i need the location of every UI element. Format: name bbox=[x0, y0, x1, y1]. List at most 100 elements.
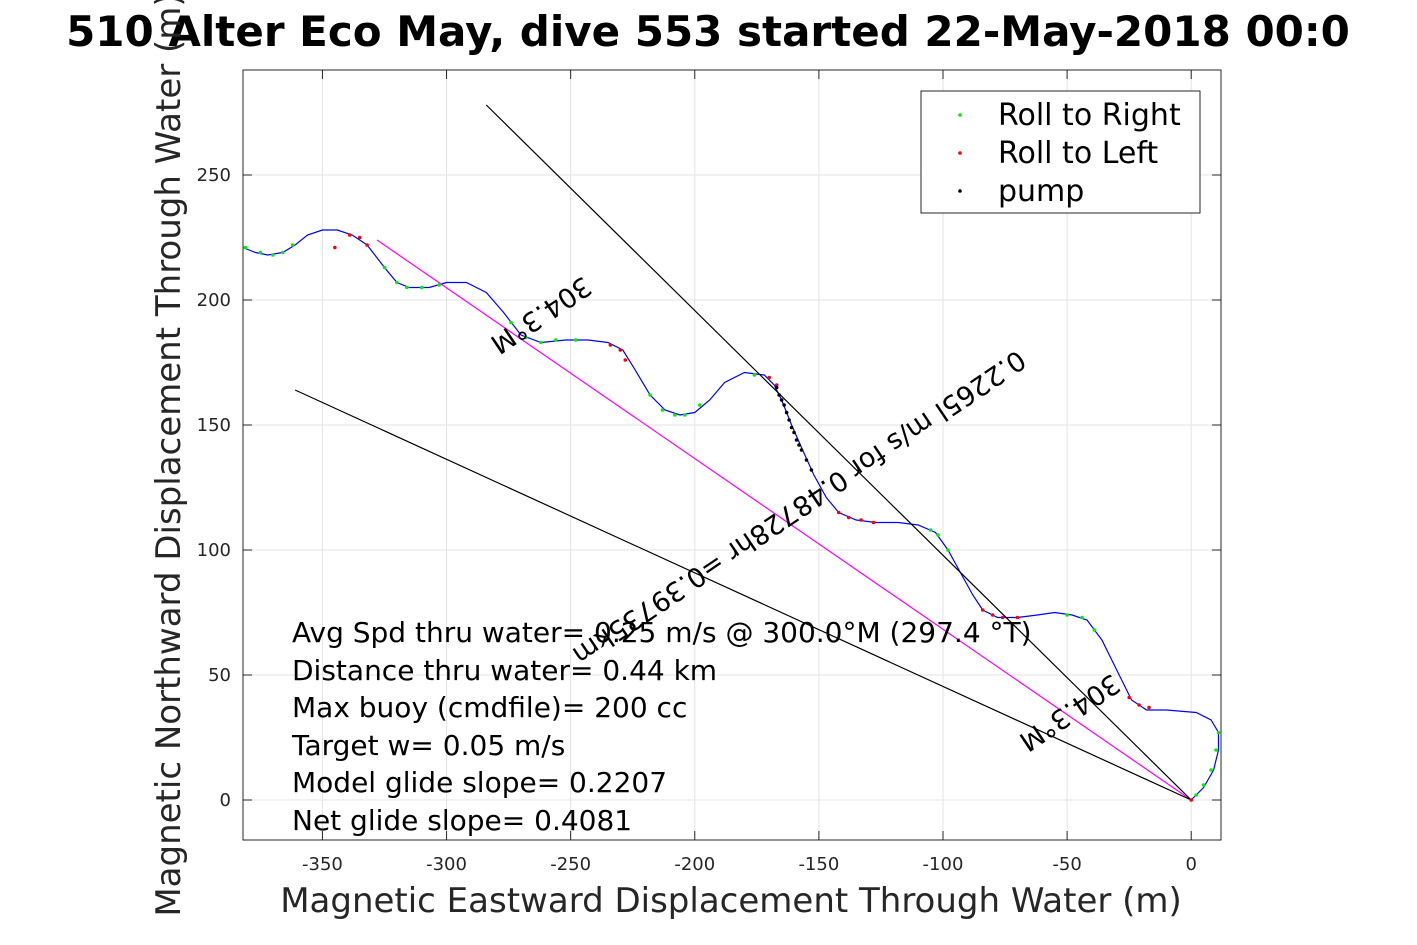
data-point-pump bbox=[809, 468, 814, 472]
y-tick-label: 200 bbox=[197, 290, 231, 311]
y-tick-label: 250 bbox=[197, 165, 231, 186]
chart-title: 510 Alter Eco May, dive 553 started 22-M… bbox=[66, 7, 1350, 56]
data-point-roll-to-right bbox=[697, 403, 702, 407]
data-point-pump bbox=[787, 418, 791, 422]
data-point-roll-to-left bbox=[608, 343, 613, 347]
y-tick-label: 0 bbox=[220, 790, 231, 811]
data-point-roll-to-right bbox=[928, 528, 933, 532]
data-point-roll-to-left bbox=[357, 235, 362, 240]
data-point-roll-to-right bbox=[1214, 748, 1218, 752]
x-tick-label: -350 bbox=[302, 854, 343, 875]
series-line-glide-envelope-upper bbox=[485, 104, 1192, 801]
data-point-pump bbox=[794, 438, 799, 442]
data-point-roll-to-left bbox=[1189, 798, 1194, 802]
data-point-roll-to-right bbox=[437, 283, 441, 287]
data-point-roll-to-left bbox=[846, 515, 851, 520]
data-point-roll-to-right bbox=[660, 408, 665, 412]
x-tick-label: -250 bbox=[550, 854, 591, 875]
data-point-roll-to-right bbox=[524, 335, 528, 340]
data-point-roll-to-right bbox=[673, 413, 677, 417]
legend-label-roll-right: Roll to Right bbox=[998, 98, 1181, 133]
x-tick-label: -300 bbox=[426, 854, 467, 875]
data-point-pump bbox=[804, 458, 809, 462]
data-point-roll-to-right bbox=[1194, 793, 1198, 797]
data-point-roll-to-right bbox=[1080, 615, 1084, 620]
data-point-roll-to-right bbox=[752, 373, 757, 377]
x-tick-label: 0 bbox=[1185, 854, 1196, 875]
x-tick-label: -50 bbox=[1052, 854, 1081, 875]
series-line-glide-envelope-lower bbox=[294, 389, 1192, 801]
data-point-roll-to-left bbox=[836, 510, 841, 515]
axis-ticks: -350 -300 -250 -200 -150 -100 -50 0 0 50 100 150 200… bbox=[197, 70, 1221, 875]
data-point-roll-to-left bbox=[618, 348, 623, 352]
legend-label-pump: pump bbox=[998, 174, 1084, 209]
data-point-roll-to-right bbox=[419, 285, 424, 290]
data-point-roll-to-right bbox=[936, 533, 940, 537]
data-point-roll-to-right bbox=[395, 280, 399, 285]
legend-marker-pump bbox=[958, 189, 962, 193]
data-point-roll-to-right bbox=[683, 413, 687, 417]
data-point-roll-to-right bbox=[1065, 613, 1069, 617]
chart-points bbox=[243, 233, 1221, 802]
annotation-avg-speed: Avg Spd thru water= 0.25 m/s @ 300.0°M (… bbox=[292, 616, 1032, 649]
data-point-roll-to-right bbox=[382, 265, 387, 270]
data-point-roll-to-right bbox=[243, 245, 248, 250]
annotation-model-glide: Model glide slope= 0.2207 bbox=[292, 766, 667, 799]
y-tick-label: 150 bbox=[197, 415, 231, 436]
data-point-roll-to-right bbox=[290, 243, 295, 247]
legend-marker-roll-right bbox=[958, 113, 962, 117]
data-point-roll-to-right bbox=[946, 548, 950, 552]
data-point-pump bbox=[789, 425, 794, 430]
data-point-roll-to-right bbox=[270, 253, 275, 257]
data-point-pump bbox=[779, 398, 784, 402]
data-point-pump bbox=[792, 430, 796, 435]
data-point-roll-to-right bbox=[509, 320, 513, 325]
data-point-roll-to-left bbox=[623, 358, 628, 362]
data-point-roll-to-right bbox=[1092, 628, 1097, 632]
data-point-pump bbox=[797, 443, 801, 447]
data-point-pump bbox=[782, 403, 786, 407]
data-point-roll-to-right bbox=[280, 250, 285, 255]
x-tick-label: -100 bbox=[923, 854, 964, 875]
x-tick-label: -200 bbox=[674, 854, 715, 875]
plot-frame bbox=[242, 69, 1222, 841]
data-point-pump bbox=[777, 393, 781, 397]
data-point-roll-to-right bbox=[405, 285, 409, 290]
data-point-roll-to-left bbox=[1147, 705, 1151, 710]
x-tick-label: -150 bbox=[798, 854, 839, 875]
data-point-pump bbox=[774, 385, 779, 390]
legend-label-roll-left: Roll to Left bbox=[998, 136, 1158, 171]
data-point-roll-to-right bbox=[648, 393, 652, 397]
data-point-roll-to-right bbox=[1216, 730, 1221, 735]
data-point-pump bbox=[784, 410, 789, 415]
x-axis-label: Magnetic Eastward Displacement Through W… bbox=[280, 881, 1182, 921]
data-point-roll-to-left bbox=[1137, 703, 1141, 707]
data-point-roll-to-left bbox=[774, 383, 779, 387]
annotation-distance: Distance thru water= 0.44 km bbox=[292, 654, 717, 687]
data-point-roll-to-right bbox=[553, 338, 558, 342]
y-axis-label: Magnetic Northward Displacement Through … bbox=[149, 0, 189, 917]
annotation-max-buoy: Max buoy (cmdfile)= 200 cc bbox=[292, 691, 687, 724]
data-point-roll-to-right bbox=[573, 338, 578, 342]
data-point-pump bbox=[799, 448, 804, 452]
y-tick-label: 50 bbox=[208, 665, 231, 686]
data-point-roll-to-right bbox=[1209, 768, 1213, 772]
data-point-roll-to-right bbox=[258, 250, 263, 255]
data-point-roll-to-left bbox=[871, 520, 876, 525]
data-point-roll-to-left bbox=[990, 613, 995, 617]
data-point-roll-to-left bbox=[1015, 615, 1020, 620]
data-point-roll-to-left bbox=[365, 243, 369, 247]
data-point-roll-to-right bbox=[1201, 783, 1206, 787]
annotation-net-glide: Net glide slope= 0.4081 bbox=[292, 804, 632, 837]
annotation-target-w: Target w= 0.05 m/s bbox=[291, 729, 565, 762]
data-point-roll-to-right bbox=[539, 340, 543, 345]
data-point-roll-to-left bbox=[980, 608, 985, 612]
data-point-roll-to-left bbox=[859, 518, 863, 522]
data-point-roll-to-left bbox=[767, 375, 772, 380]
data-point-roll-to-left bbox=[1000, 615, 1005, 620]
legend-box bbox=[920, 90, 1201, 214]
series-line-heading-line bbox=[376, 239, 1192, 801]
data-point-roll-to-left bbox=[1127, 695, 1131, 700]
legend: Roll to Right Roll to Left pump bbox=[920, 90, 1201, 214]
